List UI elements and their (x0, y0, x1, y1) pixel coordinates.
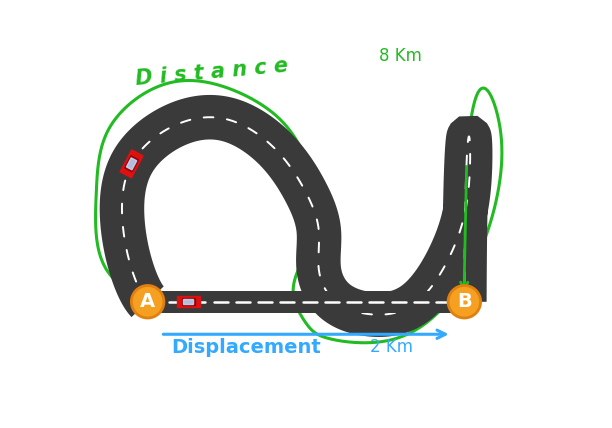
Polygon shape (184, 299, 193, 304)
Polygon shape (100, 95, 493, 337)
Polygon shape (120, 150, 143, 178)
Bar (147, 291, 465, 313)
Text: Displacement: Displacement (171, 338, 321, 357)
Circle shape (132, 285, 164, 318)
Polygon shape (176, 296, 200, 307)
Text: A: A (140, 292, 155, 311)
Text: 2 Km: 2 Km (370, 338, 413, 356)
Circle shape (448, 285, 480, 318)
Text: 8 Km: 8 Km (379, 47, 422, 65)
Text: D i s t a n c e: D i s t a n c e (135, 56, 289, 89)
Polygon shape (125, 156, 138, 172)
Text: B: B (457, 292, 472, 311)
Polygon shape (127, 158, 136, 170)
Polygon shape (182, 298, 195, 305)
